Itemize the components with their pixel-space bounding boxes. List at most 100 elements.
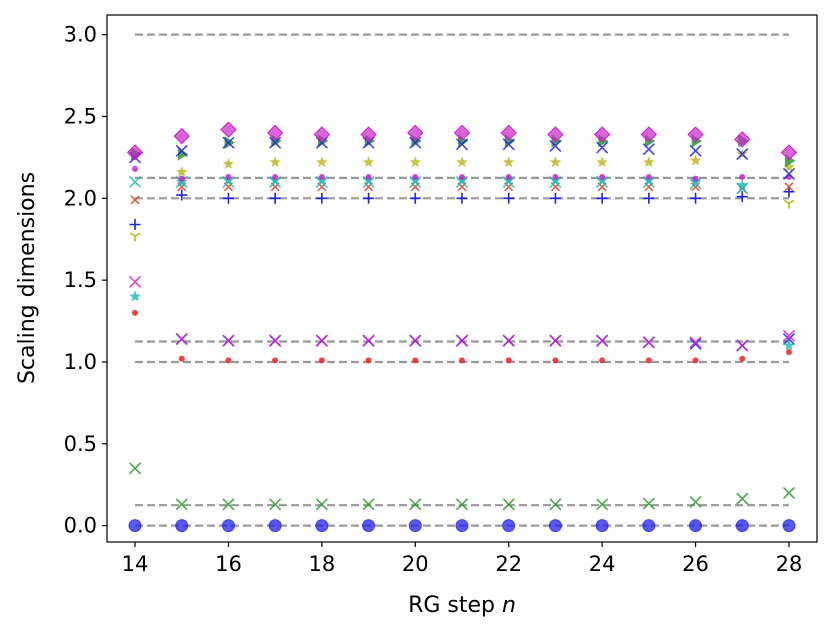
- data-point-x: [222, 136, 235, 149]
- data-point-star: [456, 156, 468, 168]
- data-point-plus: [316, 192, 328, 204]
- data-point-x: [549, 334, 562, 347]
- y-tick-label: 2.5: [64, 104, 97, 128]
- data-point-x: [409, 175, 422, 189]
- data-point-x: [689, 336, 702, 349]
- data-point-diamond: [173, 127, 190, 145]
- data-point-x: [549, 175, 562, 189]
- data-point-diamond: [734, 131, 751, 148]
- data-point-dot: [552, 174, 559, 181]
- data-point-star: [409, 156, 421, 168]
- plot-background: [107, 15, 817, 542]
- data-point-x: [222, 175, 235, 189]
- data-point-circle-large: [735, 519, 749, 533]
- data-point-x: [642, 336, 655, 349]
- data-point-x: [642, 497, 655, 510]
- data-point-x: [782, 332, 796, 346]
- data-point-x: [596, 334, 609, 347]
- data-point-star: [783, 161, 795, 173]
- data-point-star: [689, 154, 702, 166]
- plot-frame: [106, 14, 818, 543]
- data-point-x: [269, 498, 282, 511]
- plot-area: [106, 14, 818, 543]
- data-point-star: [643, 156, 655, 168]
- data-point-x: [782, 167, 796, 180]
- data-point-x: [689, 495, 702, 508]
- data-point-triangle-right: [177, 147, 189, 161]
- data-point-x: [315, 334, 328, 347]
- data-point-tri-down: [783, 199, 795, 209]
- data-point-plus: [596, 192, 608, 204]
- data-point-star: [269, 156, 281, 168]
- data-point-x: [502, 498, 515, 511]
- data-point-x: [549, 498, 562, 511]
- data-point-x: [222, 498, 235, 511]
- data-point-circle-large: [128, 519, 142, 533]
- data-point-x: [642, 143, 655, 156]
- data-point-x: [222, 334, 235, 347]
- data-point-star: [503, 156, 515, 168]
- data-point-circle-large: [455, 519, 469, 533]
- data-point-dot: [645, 357, 652, 364]
- data-point-star: [549, 156, 562, 168]
- x-tick-label: 14: [122, 552, 149, 576]
- data-point-dot: [412, 174, 419, 181]
- data-point-plus: [456, 192, 468, 204]
- data-point-x: [549, 139, 562, 152]
- data-point-star: [316, 156, 328, 168]
- y-axis: 0.0 0.5 1.0 1.5 2.0 2.5 3.0: [64, 23, 107, 538]
- x-axis-label: RG step n: [408, 593, 516, 618]
- x-tick-label: 28: [776, 552, 803, 576]
- data-point-plus: [690, 192, 702, 204]
- data-point-x: [315, 175, 328, 189]
- data-point-x: [736, 182, 749, 195]
- y-tick-label: 1.0: [64, 350, 97, 374]
- data-point-x: [455, 175, 469, 189]
- data-point-plus: [409, 192, 421, 204]
- data-point-diamond: [407, 124, 424, 142]
- data-point-x: [782, 329, 796, 342]
- data-point-dot: [599, 174, 606, 181]
- y-tick-label: 2.0: [64, 186, 97, 210]
- data-point-star: [176, 166, 188, 177]
- data-point-x: [689, 337, 702, 351]
- data-point-diamond: [547, 126, 564, 143]
- data-point-triangle-right: [224, 136, 235, 150]
- data-point-x: [596, 498, 609, 511]
- data-point-star: [736, 179, 748, 191]
- data-point-x: [409, 136, 422, 149]
- data-point-x: [736, 339, 749, 352]
- data-point-x: [269, 175, 282, 189]
- data-point-circle-large: [782, 519, 796, 533]
- data-point-x: [596, 175, 609, 189]
- data-point-x: [736, 492, 749, 505]
- y-tick-label: 0.5: [64, 432, 97, 456]
- data-point-diamond: [780, 144, 798, 161]
- data-point-dot: [365, 357, 372, 364]
- data-point-dot: [132, 309, 139, 316]
- data-point-circle-large: [408, 519, 422, 533]
- data-point-x: [455, 498, 469, 511]
- data-point-x: [175, 332, 188, 346]
- data-point-dot: [365, 174, 372, 181]
- data-point-circle-large: [689, 519, 703, 533]
- data-point-dot: [178, 175, 185, 182]
- y-tick-label: 3.0: [64, 23, 97, 47]
- data-point-diamond: [220, 121, 237, 138]
- data-point-x: [642, 175, 655, 189]
- data-point-dot: [505, 174, 512, 181]
- data-point-dot: [459, 174, 465, 181]
- x-tick-label: 20: [402, 552, 429, 576]
- data-point-dot: [645, 174, 652, 181]
- data-point-dot: [225, 174, 232, 181]
- data-point-plus: [222, 192, 234, 204]
- data-point-star: [596, 156, 608, 168]
- data-point-x: [455, 334, 469, 347]
- data-point-circle-large: [268, 519, 282, 533]
- data-point-x: [175, 498, 188, 511]
- data-point-circle-large: [362, 519, 376, 533]
- data-point-plus: [736, 191, 748, 203]
- data-point-plus: [549, 192, 561, 204]
- data-point-diamond: [266, 124, 284, 142]
